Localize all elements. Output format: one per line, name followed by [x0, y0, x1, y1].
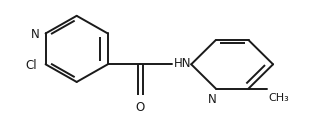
Text: N: N — [208, 92, 217, 105]
Text: CH₃: CH₃ — [268, 92, 289, 102]
Text: O: O — [136, 100, 145, 113]
Text: N: N — [31, 28, 40, 41]
Text: Cl: Cl — [26, 58, 37, 71]
Text: HN: HN — [174, 56, 192, 69]
